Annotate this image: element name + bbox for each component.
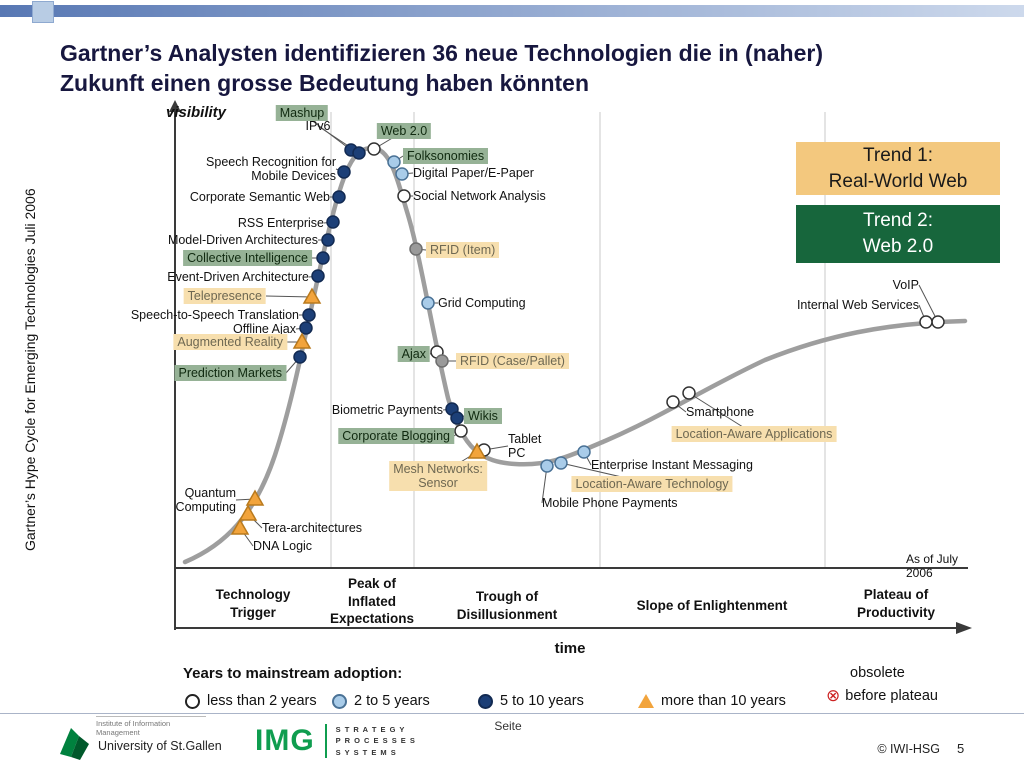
footer-seite-label: Seite	[494, 719, 522, 733]
marker-white-icon	[367, 142, 381, 156]
university-logo-icon	[60, 728, 89, 760]
legend-title: Years to mainstream adoption:	[183, 665, 403, 682]
phase-gridlines	[330, 112, 826, 568]
marker-triangle-icon	[292, 332, 312, 349]
trend-1-subtitle: Real-World Web	[828, 170, 968, 192]
trend-2-subtitle: Web 2.0	[862, 236, 934, 257]
circle-white-icon	[185, 693, 200, 709]
img-logo-words: S T R A T E G Y P R O C E S S E S S Y S …	[324, 724, 416, 758]
legend-label: 5 to 10 years	[500, 693, 584, 709]
top-decoration-square	[32, 1, 54, 23]
legend-item-more-10: more than 10 years	[638, 693, 786, 709]
university-label: University of St.Gallen	[98, 739, 222, 753]
img-word: P R O C E S S E S	[335, 736, 416, 746]
marker-darkblue-icon	[293, 350, 307, 364]
legend-item-2-5: 2 to 5 years	[332, 693, 430, 709]
x-axis-arrow-icon	[956, 622, 972, 634]
trend-2-title: Trend 2:	[862, 210, 934, 232]
leader-line	[265, 295, 313, 298]
circle-darkblue-icon	[478, 693, 493, 709]
marker-lightblue-icon	[395, 167, 409, 181]
trend-2-box: Trend 2: Web 2.0	[796, 205, 1000, 263]
marker-darkblue-icon	[332, 190, 346, 204]
legend-label: more than 10 years	[661, 693, 786, 709]
title-line-1: Gartner’s Analysten identifizieren 36 ne…	[60, 40, 823, 66]
legend-item-less-2: less than 2 years	[185, 693, 317, 709]
legend-label: obsolete	[850, 665, 905, 681]
page-title: Gartner’s Analysten identifizieren 36 ne…	[60, 38, 970, 99]
footer-copyright: © IWI-HSG	[877, 742, 940, 756]
img-logo-text: IMG	[255, 724, 315, 757]
marker-gray-icon	[435, 354, 449, 368]
circle-lightblue-icon	[332, 693, 347, 709]
marker-gray-icon	[409, 242, 423, 256]
marker-triangle-icon	[238, 504, 258, 521]
marker-white-icon	[397, 189, 411, 203]
marker-darkblue-icon	[326, 215, 340, 229]
leader-line	[918, 284, 939, 323]
marker-darkblue-icon	[352, 146, 366, 160]
marker-darkblue-icon	[337, 165, 351, 179]
legend-label: 2 to 5 years	[354, 693, 430, 709]
marker-triangle-icon	[467, 442, 487, 459]
footer-divider	[0, 713, 1024, 714]
marker-triangle-icon	[245, 489, 265, 506]
title-line-2: Zukunft einen grosse Bedeutung haben kön…	[60, 70, 590, 97]
marker-white-icon	[919, 315, 933, 329]
marker-triangle-icon	[302, 287, 322, 304]
page-number: 5	[957, 741, 965, 756]
leader-line	[560, 462, 653, 485]
img-word: S T R A T E G Y	[335, 725, 406, 735]
legend-label: less than 2 years	[207, 693, 317, 709]
marker-darkblue-icon	[299, 321, 313, 335]
top-decoration-bar	[0, 5, 1024, 17]
marker-lightblue-icon	[554, 456, 568, 470]
marker-lightblue-icon	[421, 296, 435, 310]
marker-lightblue-icon	[540, 459, 554, 473]
marker-lightblue-icon	[387, 155, 401, 169]
marker-darkblue-icon	[311, 269, 325, 283]
crossed-circle-icon: ⊗	[826, 686, 841, 706]
legend-item-5-10: 5 to 10 years	[478, 693, 584, 709]
img-word: S Y S T E M S	[335, 747, 397, 757]
marker-darkblue-icon	[321, 233, 335, 247]
marker-triangle-icon	[230, 518, 250, 535]
img-logo: IMG S T R A T E G Y P R O C E S S E S S …	[255, 724, 416, 758]
marker-white-icon	[682, 386, 696, 400]
marker-lightblue-icon	[577, 445, 591, 459]
triangle-orange-icon	[638, 694, 654, 708]
trend-1-box: Trend 1: Real-World Web	[796, 142, 1000, 195]
legend-item-obsolete: obsolete ⊗ before plateau	[826, 663, 938, 709]
leader-line	[688, 392, 755, 435]
trend-1-title: Trend 1:	[862, 144, 934, 166]
marker-white-icon	[666, 395, 680, 409]
legend-label: before plateau	[845, 688, 938, 705]
data-markers	[230, 142, 945, 535]
marker-white-icon	[454, 424, 468, 438]
marker-darkblue-icon	[450, 411, 464, 425]
y-axis-arrow-icon	[169, 100, 181, 112]
marker-darkblue-icon	[316, 251, 330, 265]
institute-label: Institute of Information Management	[96, 716, 206, 737]
marker-darkblue-icon	[302, 308, 316, 322]
marker-white-icon	[931, 315, 945, 329]
